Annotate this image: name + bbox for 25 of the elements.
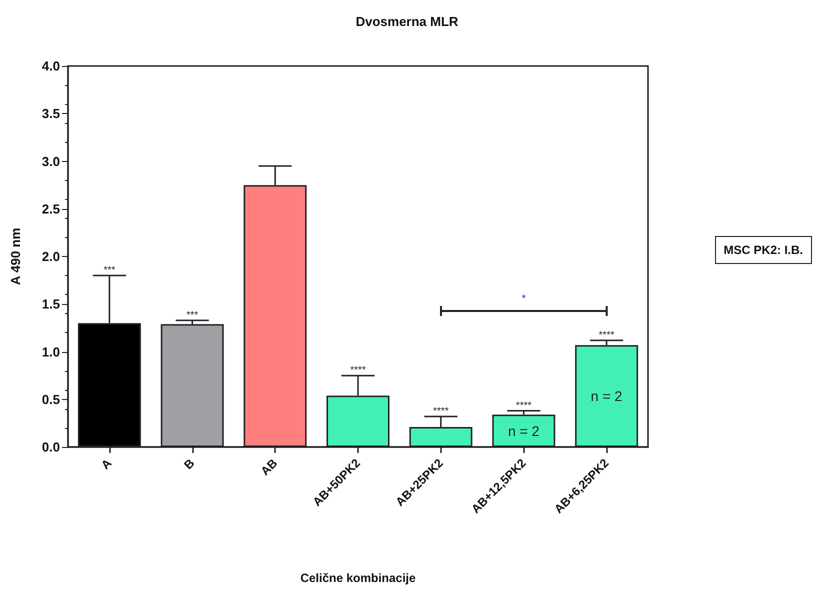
annotation: **** xyxy=(516,400,532,412)
y-tick-label: 2.5 xyxy=(42,201,60,216)
annotation: *** xyxy=(104,265,116,276)
annotation: n = 2 xyxy=(508,422,540,439)
y-tick-label: 3.5 xyxy=(42,106,60,122)
annotation: *** xyxy=(186,310,198,321)
x-tick-label: AB xyxy=(258,456,280,478)
y-tick-label: 2.0 xyxy=(42,249,60,264)
annotation: **** xyxy=(350,365,366,376)
y-tick-label: 3.0 xyxy=(42,154,60,169)
annotation: n = 2 xyxy=(590,388,622,404)
y-tick-label: 4.0 xyxy=(42,58,60,74)
x-tick-label: B xyxy=(181,456,198,472)
annotation: **** xyxy=(598,330,614,341)
y-tick-label: 0.5 xyxy=(42,392,60,407)
y-tick-label: 1.5 xyxy=(42,296,60,312)
text: MSC PK2: I.B. xyxy=(714,236,812,264)
y-tick-label: 1.0 xyxy=(42,344,60,360)
y-tick-label: 0.0 xyxy=(42,440,60,454)
x-tick-label: A xyxy=(98,456,115,472)
annotation: * xyxy=(522,292,526,305)
annotation: **** xyxy=(433,406,449,418)
x-axis-title: Celične kombinacije xyxy=(300,571,416,585)
y-axis-title: A 490 nm xyxy=(8,228,23,286)
chart-title: Dvosmerna MLR xyxy=(356,14,459,29)
